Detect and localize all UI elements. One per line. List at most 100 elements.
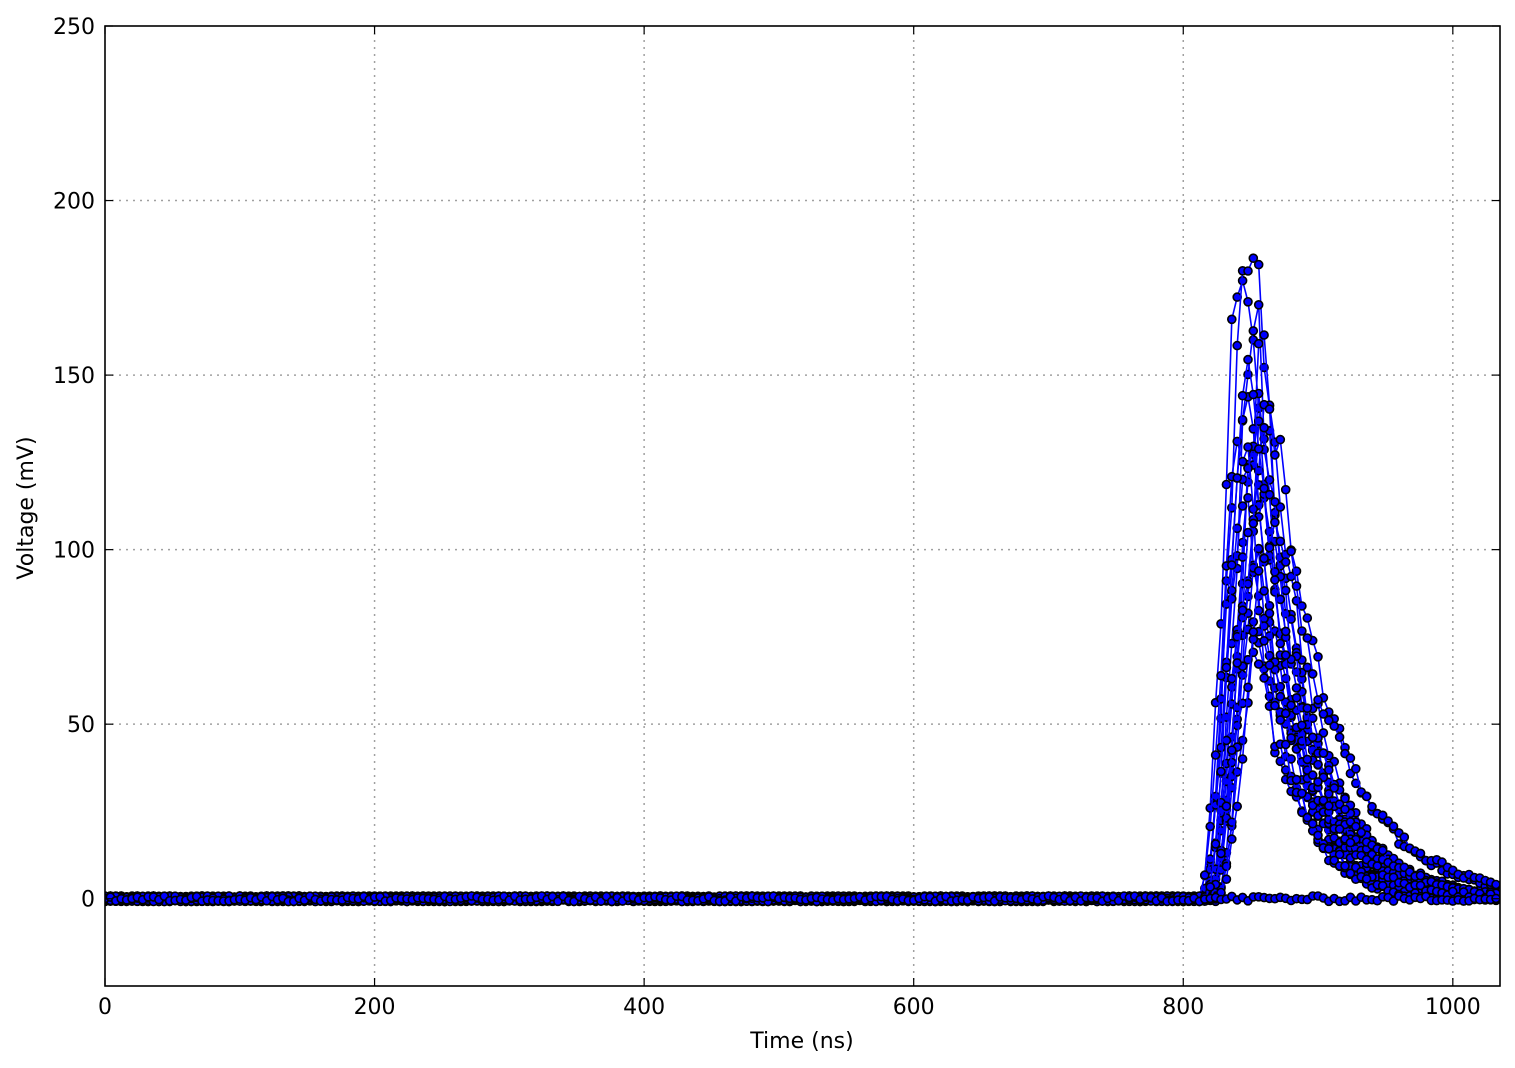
data-point bbox=[1205, 821, 1215, 832]
data-point bbox=[1275, 681, 1286, 692]
data-point bbox=[1302, 703, 1313, 714]
data-point bbox=[1313, 830, 1323, 841]
data-point bbox=[1291, 581, 1302, 591]
data-point bbox=[1270, 450, 1280, 460]
data-point bbox=[1286, 733, 1296, 743]
data-point bbox=[1232, 801, 1242, 812]
data-point bbox=[1275, 715, 1286, 725]
data-point bbox=[1280, 708, 1291, 719]
data-point bbox=[1232, 658, 1242, 668]
data-point bbox=[1237, 414, 1248, 425]
data-point bbox=[1356, 827, 1366, 838]
data-point bbox=[1318, 709, 1329, 719]
data-point bbox=[1324, 843, 1334, 854]
data-point bbox=[1280, 557, 1291, 567]
data-point bbox=[1253, 566, 1264, 576]
data-point bbox=[1232, 523, 1242, 534]
waveform-series bbox=[105, 388, 1500, 907]
data-point bbox=[1200, 870, 1210, 880]
data-point bbox=[1280, 739, 1291, 750]
data-point bbox=[1253, 259, 1264, 270]
grid-layer bbox=[105, 26, 1500, 986]
data-point bbox=[1237, 754, 1248, 764]
data-point bbox=[1227, 757, 1237, 768]
data-point bbox=[1313, 759, 1323, 770]
data-point bbox=[1243, 266, 1253, 276]
data-point bbox=[1227, 834, 1237, 844]
waveform-series bbox=[105, 443, 1500, 907]
data-point bbox=[1259, 553, 1269, 564]
data-point bbox=[1334, 732, 1345, 743]
data-point bbox=[1275, 434, 1286, 445]
data-point bbox=[1307, 818, 1318, 829]
data-point bbox=[1313, 695, 1323, 705]
data-point bbox=[1302, 613, 1313, 623]
data-point bbox=[1291, 774, 1302, 785]
data-point bbox=[1221, 874, 1232, 885]
data-point bbox=[1307, 669, 1318, 679]
data-point bbox=[1329, 721, 1339, 731]
data-point bbox=[1324, 715, 1334, 726]
data-point bbox=[1221, 735, 1232, 746]
data-point bbox=[1367, 801, 1377, 812]
data-point bbox=[1377, 810, 1388, 821]
data-point bbox=[1297, 626, 1307, 636]
data-point bbox=[1340, 804, 1350, 815]
data-point bbox=[1280, 585, 1291, 596]
data-point bbox=[1302, 633, 1313, 643]
data-point bbox=[1232, 767, 1242, 777]
data-point bbox=[1345, 868, 1356, 879]
data-point bbox=[1232, 340, 1242, 351]
data-point bbox=[1270, 566, 1280, 577]
data-point bbox=[1270, 497, 1280, 507]
data-point bbox=[1248, 253, 1259, 264]
data-point bbox=[1253, 659, 1264, 669]
data-point bbox=[1361, 874, 1372, 884]
data-point bbox=[1259, 673, 1269, 683]
data-point bbox=[1243, 296, 1253, 307]
data-point bbox=[1243, 527, 1253, 538]
data-point bbox=[1253, 338, 1264, 349]
data-point bbox=[1334, 849, 1345, 860]
data-point bbox=[1275, 536, 1286, 547]
data-point bbox=[1243, 682, 1253, 693]
data-point bbox=[1237, 501, 1248, 511]
data-point bbox=[1345, 753, 1356, 763]
data-point bbox=[1248, 326, 1259, 336]
data-point bbox=[1259, 330, 1269, 340]
data-point bbox=[1377, 845, 1388, 856]
data-point bbox=[1361, 791, 1372, 802]
data-point bbox=[1415, 870, 1426, 881]
waveform-series bbox=[105, 441, 1500, 907]
data-point bbox=[1291, 683, 1302, 693]
data-point bbox=[1324, 765, 1334, 775]
data-layer bbox=[105, 253, 1500, 907]
data-point bbox=[1248, 627, 1259, 637]
data-point bbox=[1324, 788, 1334, 799]
data-point bbox=[1351, 821, 1361, 832]
data-point bbox=[1329, 855, 1339, 866]
data-point bbox=[1351, 763, 1361, 774]
data-point bbox=[1388, 821, 1399, 832]
data-point bbox=[1340, 861, 1350, 871]
data-point bbox=[1243, 442, 1253, 452]
data-point bbox=[1270, 700, 1280, 711]
data-point bbox=[1253, 299, 1264, 310]
data-point bbox=[1264, 404, 1275, 414]
data-point bbox=[1227, 585, 1237, 596]
data-point bbox=[1280, 484, 1291, 495]
data-point bbox=[1491, 879, 1500, 890]
data-point bbox=[1232, 720, 1242, 731]
data-point bbox=[1210, 750, 1221, 760]
data-point bbox=[1221, 801, 1232, 812]
data-point bbox=[1415, 848, 1426, 859]
data-point bbox=[1399, 832, 1410, 843]
waveform-series bbox=[105, 436, 1500, 907]
data-point bbox=[1286, 546, 1296, 557]
data-point bbox=[1237, 605, 1248, 616]
waveform-series bbox=[105, 543, 1500, 907]
data-point bbox=[1302, 812, 1313, 823]
data-point bbox=[1259, 422, 1269, 433]
data-point bbox=[1313, 651, 1323, 662]
